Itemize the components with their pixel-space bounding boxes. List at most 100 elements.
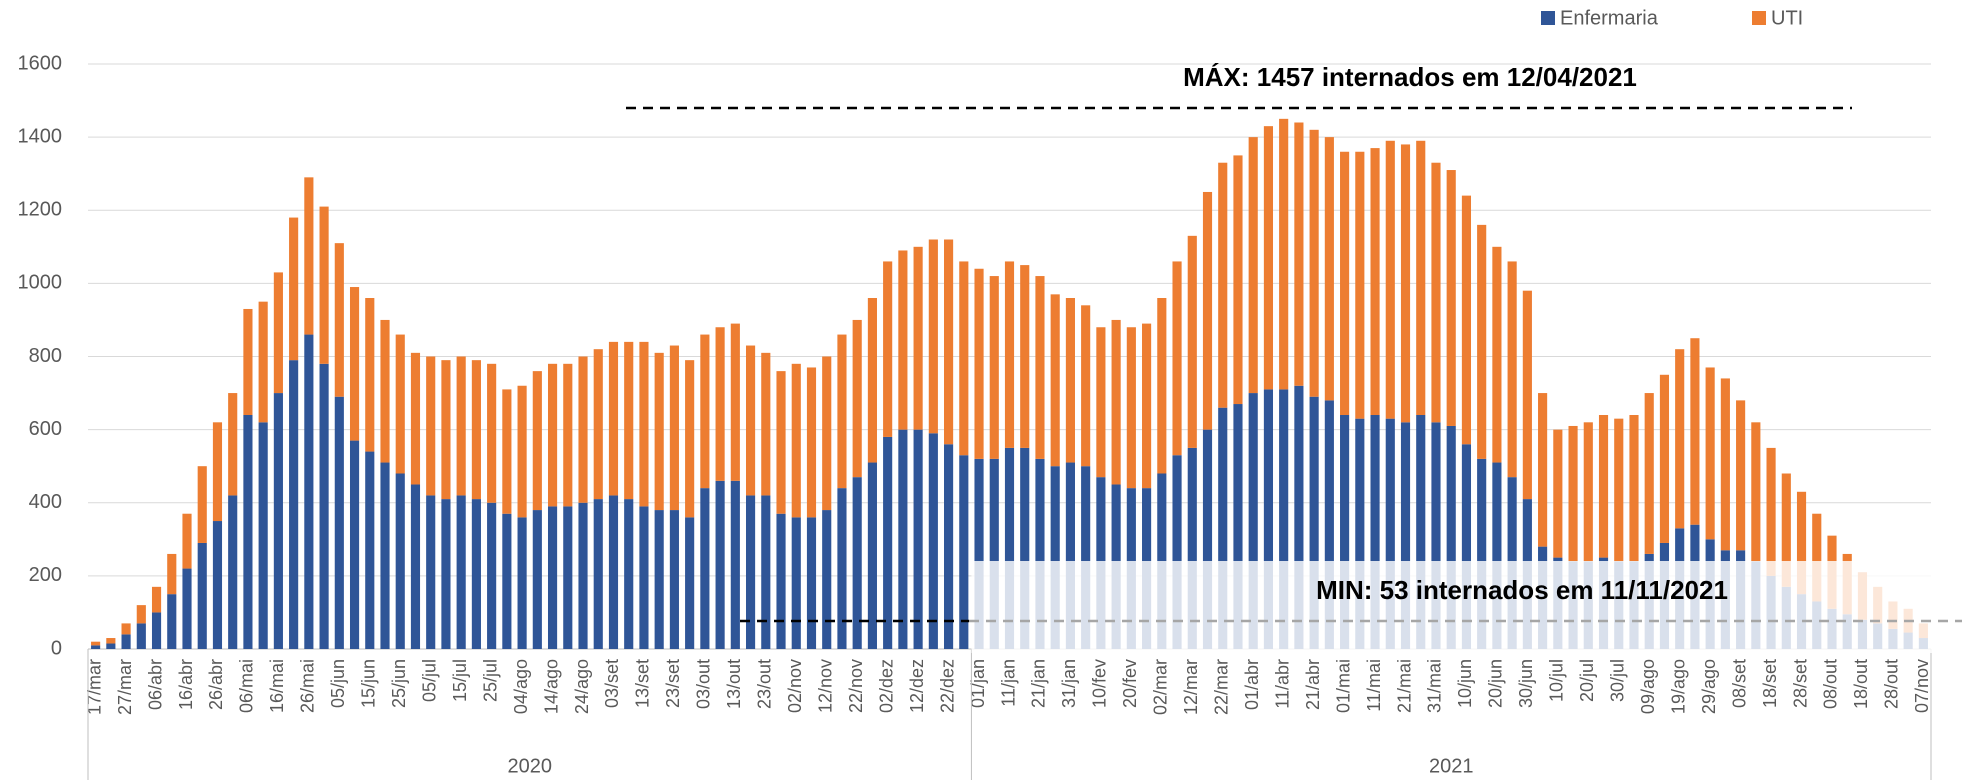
x-tick-label: 06/abr — [145, 659, 165, 710]
bar — [669, 510, 679, 649]
x-tick-label: 28/set — [1790, 659, 1810, 708]
bar — [1461, 195, 1472, 445]
bar — [852, 319, 862, 478]
legend-label: UTI — [1771, 7, 1803, 29]
bar — [410, 484, 421, 649]
bar — [136, 605, 146, 624]
bar — [1020, 447, 1030, 649]
bar — [700, 334, 710, 489]
bar — [822, 510, 832, 649]
x-tick-label: 02/mar — [1151, 659, 1171, 715]
bar — [791, 363, 801, 518]
x-tick-label: 03/set — [602, 659, 622, 708]
bar — [1081, 466, 1091, 649]
bar — [1416, 415, 1426, 649]
bar — [1065, 462, 1075, 649]
bar — [1385, 140, 1395, 419]
bar — [1598, 415, 1609, 558]
y-tick-label: 1600 — [18, 52, 63, 74]
bar — [532, 510, 542, 649]
bar — [806, 517, 817, 649]
bar — [563, 506, 573, 649]
bar — [1614, 418, 1624, 562]
bar — [517, 385, 527, 518]
x-tick-label: 10/jul — [1547, 659, 1567, 702]
bar — [151, 586, 162, 613]
bar — [349, 287, 360, 441]
bar — [1248, 137, 1258, 394]
x-tick-label: 11/mai — [1364, 659, 1384, 712]
bar — [852, 477, 862, 649]
bar — [1568, 425, 1578, 562]
x-tick-label: 26/mai — [298, 659, 318, 713]
bar — [1172, 261, 1182, 456]
bar — [639, 506, 649, 649]
bar — [502, 513, 512, 649]
bar — [1629, 415, 1639, 562]
x-tick-label: 20/fev — [1120, 659, 1140, 708]
bar — [1796, 491, 1807, 595]
bar — [624, 499, 634, 649]
bar — [456, 495, 466, 649]
bar — [989, 276, 999, 459]
bar — [1340, 415, 1350, 649]
bar — [989, 458, 999, 649]
bar — [121, 623, 131, 635]
bar — [197, 542, 207, 649]
bar — [1355, 418, 1365, 649]
bar — [243, 415, 253, 649]
bar — [106, 643, 116, 649]
bar — [243, 308, 253, 415]
bar — [228, 495, 238, 649]
bar — [334, 396, 344, 649]
bar — [1111, 319, 1121, 485]
x-tick-label: 27/mar — [115, 659, 135, 715]
bar — [1370, 148, 1380, 415]
bar — [700, 488, 710, 649]
bar — [867, 462, 877, 649]
x-tick-label: 11/jan — [998, 659, 1018, 707]
bar — [913, 246, 923, 430]
x-tick-label: 25/jun — [389, 659, 409, 708]
bar — [167, 594, 177, 649]
x-tick-label: 25/jul — [480, 659, 500, 702]
bar — [1431, 422, 1441, 649]
y-tick-label: 200 — [29, 564, 62, 586]
bar — [776, 513, 786, 649]
bar — [212, 422, 223, 522]
x-tick-label: 01/mai — [1333, 659, 1353, 713]
bar — [1279, 389, 1289, 649]
x-tick-label: 09/ago — [1638, 659, 1658, 714]
bar — [1309, 129, 1319, 397]
bar — [365, 451, 375, 649]
bar — [517, 517, 527, 649]
y-tick-label: 0 — [51, 637, 62, 659]
x-tick-label: 13/set — [633, 659, 653, 708]
bar — [730, 480, 740, 649]
bar — [1020, 265, 1030, 448]
y-tick-label: 400 — [29, 491, 62, 513]
bar — [319, 206, 329, 364]
bar — [1157, 298, 1167, 474]
bar — [1370, 415, 1380, 649]
bar — [1035, 276, 1045, 459]
group-label: 2020 — [507, 755, 552, 777]
y-tick-label: 1000 — [18, 272, 63, 294]
bar — [289, 217, 299, 361]
bar — [898, 250, 908, 430]
bar — [1035, 458, 1045, 649]
bar — [258, 301, 268, 423]
x-tick-label: 02/nov — [785, 659, 805, 713]
bar — [1492, 462, 1502, 649]
bar — [654, 510, 664, 649]
bar — [1416, 140, 1426, 415]
legend-swatch — [1752, 11, 1766, 25]
bar — [532, 371, 542, 511]
bar — [547, 363, 558, 507]
bar — [334, 243, 344, 397]
bar — [1766, 447, 1776, 576]
bar — [715, 327, 725, 481]
x-tick-label: 07/nov — [1912, 659, 1932, 713]
bar — [928, 433, 938, 649]
bar — [761, 352, 771, 496]
